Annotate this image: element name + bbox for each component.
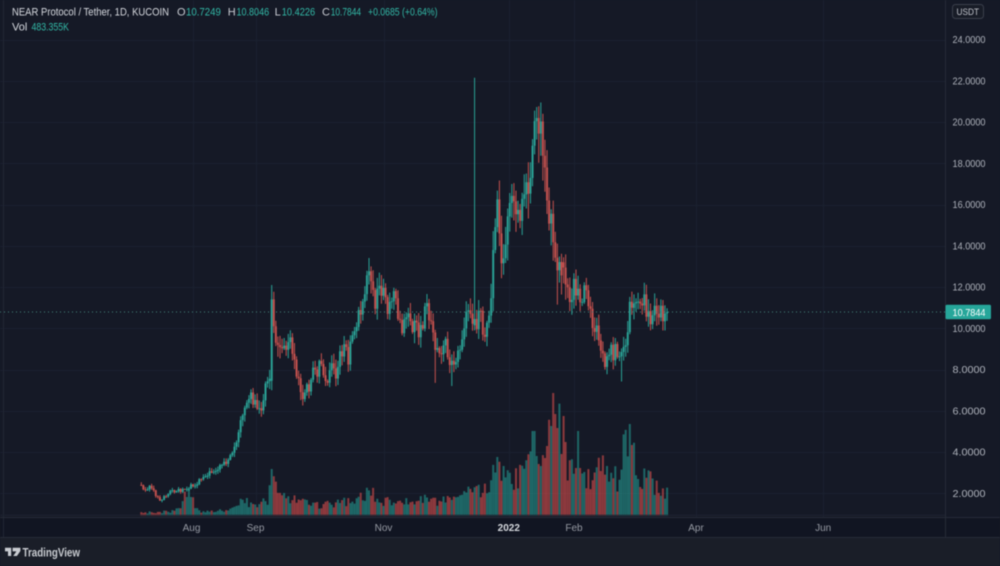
svg-text:20.0000: 20.0000	[953, 118, 986, 129]
svg-text:NEAR Protocol / Tether, 1D, KU: NEAR Protocol / Tether, 1D, KUCOIN	[12, 7, 169, 19]
svg-text:4.0000: 4.0000	[953, 448, 986, 459]
svg-text:Aug: Aug	[183, 523, 201, 534]
svg-text:2022: 2022	[498, 523, 521, 534]
svg-text:10.0000: 10.0000	[953, 324, 986, 335]
svg-text:H: H	[228, 7, 236, 19]
svg-text:Apr: Apr	[688, 523, 704, 534]
svg-text:22.0000: 22.0000	[953, 77, 986, 88]
svg-text:6.0000: 6.0000	[953, 406, 986, 417]
svg-text:12.0000: 12.0000	[953, 283, 986, 294]
svg-text:TradingView: TradingView	[23, 546, 81, 560]
svg-text:16.0000: 16.0000	[953, 200, 986, 211]
svg-text:+0.0685 (+0.64%): +0.0685 (+0.64%)	[368, 7, 438, 19]
svg-text:10.7844: 10.7844	[953, 308, 986, 319]
svg-text:USDT: USDT	[957, 7, 980, 18]
svg-text:Feb: Feb	[565, 523, 583, 534]
svg-text:Sep: Sep	[247, 523, 265, 534]
svg-text:14.0000: 14.0000	[953, 241, 986, 252]
svg-text:18.0000: 18.0000	[953, 159, 986, 170]
svg-text:10.7249: 10.7249	[186, 7, 221, 19]
svg-text:10.4226: 10.4226	[282, 7, 315, 19]
svg-text:Nov: Nov	[375, 523, 393, 534]
svg-text:24.0000: 24.0000	[953, 35, 986, 46]
svg-text:10.8046: 10.8046	[237, 7, 270, 19]
svg-text:8.0000: 8.0000	[953, 365, 986, 376]
svg-text:O: O	[177, 7, 186, 19]
svg-text:10.7844: 10.7844	[331, 7, 361, 19]
svg-text:Vol: Vol	[12, 22, 27, 34]
svg-text:C: C	[322, 7, 330, 19]
svg-text:483.355K: 483.355K	[32, 22, 70, 34]
svg-text:2.0000: 2.0000	[953, 489, 986, 500]
svg-text:Jun: Jun	[815, 523, 831, 534]
svg-text:L: L	[275, 7, 281, 19]
